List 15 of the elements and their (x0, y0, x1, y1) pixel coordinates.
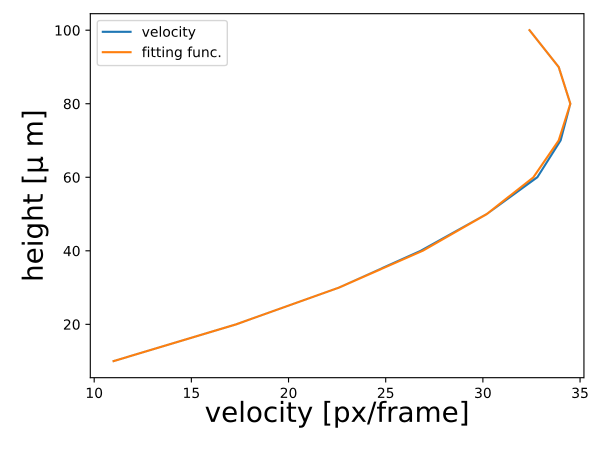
x-tick-label: 30 (475, 388, 491, 398)
x-tick-label: 35 (572, 388, 588, 398)
y-tick-label: 20 (64, 319, 80, 330)
y-tick-label: 40 (64, 246, 80, 256)
y-tick-label: 80 (64, 98, 80, 110)
x-tick-label: 15 (184, 388, 199, 398)
x-tick-label: 10 (86, 388, 102, 398)
y-tick-label: 60 (64, 172, 80, 183)
x-tick-label: 25 (378, 388, 394, 398)
x-axis-title: velocity [px/frame] (206, 400, 468, 428)
y-tick-label: 100 (56, 25, 80, 36)
legend-label: fitting func. (142, 46, 220, 60)
y-axis-title: height [μ m] (22, 112, 49, 280)
legend-label: velocity (142, 26, 196, 40)
x-tick-label: 20 (280, 388, 296, 398)
